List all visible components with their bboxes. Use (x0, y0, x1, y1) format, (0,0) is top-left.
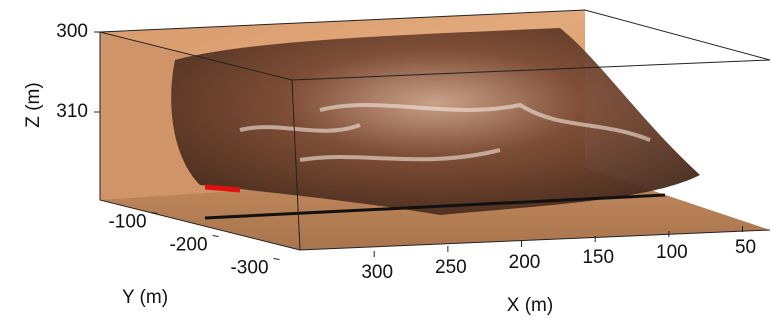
x-tick-label: 200 (509, 252, 541, 273)
x-axis-label: X (m) (507, 295, 553, 316)
z-tick-label: 300 (56, 21, 88, 42)
y-tick (151, 212, 158, 214)
x-tick-label: 150 (582, 247, 614, 268)
x-tick-label: 250 (435, 257, 467, 278)
x-tick-label: 50 (735, 237, 756, 258)
x-tick-label: 100 (656, 242, 688, 263)
y-tick (212, 235, 219, 237)
y-tick-label: -100 (108, 212, 146, 233)
y-axis-label: Y (m) (122, 287, 168, 308)
isosurface (171, 28, 700, 215)
y-tick (273, 258, 280, 260)
red-marker (204, 184, 241, 193)
z-axis-label: Z (m) (23, 82, 44, 127)
plot-box (99, 9, 771, 251)
z-tick-label: 310 (56, 101, 88, 122)
floor-line (204, 193, 666, 220)
x-tick-label: 300 (361, 262, 393, 283)
box-top (99, 9, 771, 81)
y-tick-label: -300 (230, 258, 268, 279)
box-left (99, 32, 301, 251)
highlights (239, 102, 651, 162)
y-tick-label: -200 (169, 235, 207, 256)
